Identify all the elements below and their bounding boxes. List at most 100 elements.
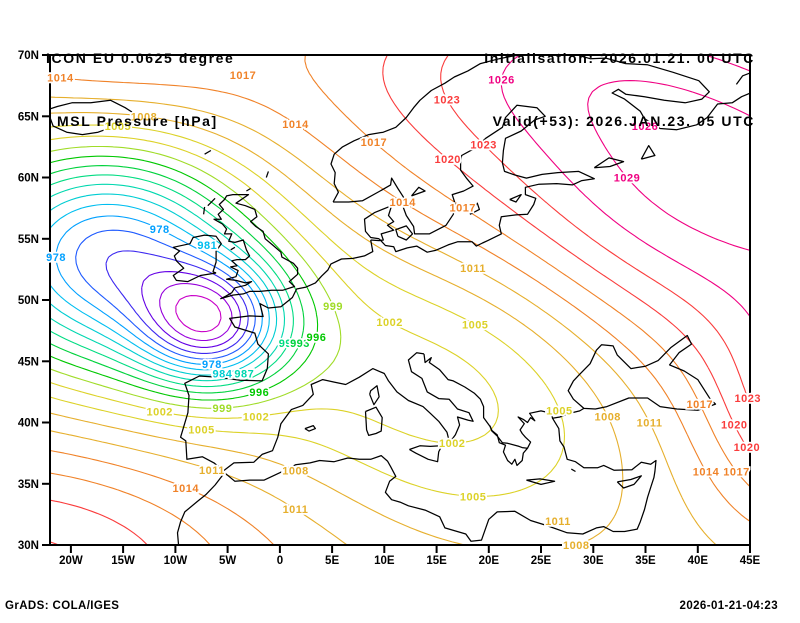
contour-label: 978: [202, 359, 222, 371]
contour-label: 1020: [734, 442, 760, 454]
y-axis-tick-label: 55N: [18, 234, 39, 246]
contour-label: 1014: [693, 467, 720, 479]
contour-line-1029: [587, 80, 750, 251]
contour-label: 1008: [563, 540, 589, 552]
header-right: Initialisation: 2026.01.21. 00 UTC Valid…: [484, 6, 755, 153]
x-axis-tick-label: 5E: [325, 555, 339, 567]
contour-label: 987: [234, 369, 254, 381]
contour-line-984: [50, 193, 278, 376]
contour-label: 1008: [131, 111, 157, 123]
contour-label: 1011: [460, 263, 486, 275]
x-axis-tick-label: 15E: [426, 555, 447, 567]
y-axis-tick-label: 60N: [18, 173, 39, 185]
contour-label: 1026: [488, 75, 514, 87]
contour-label: 1023: [470, 139, 496, 151]
coastline: [364, 406, 383, 437]
y-axis-tick-label: 65N: [18, 111, 39, 123]
coastline: [395, 225, 414, 241]
contour-label: 1017: [361, 137, 387, 149]
coastline: [179, 239, 474, 472]
coastline: [330, 55, 536, 203]
contour-line-981: [50, 203, 270, 371]
contour-label: 1023: [735, 393, 761, 405]
contour-label: 1017: [449, 203, 475, 215]
coastline: [50, 99, 138, 136]
contour-label: 1026: [632, 121, 658, 133]
coastline: [735, 72, 750, 85]
y-axis-tick-label: 30N: [18, 540, 39, 552]
contour-label: 981: [197, 240, 217, 252]
contour-label: 1017: [723, 467, 749, 479]
coastline: [230, 246, 236, 251]
coastline: [640, 144, 656, 160]
contour-label: 1029: [614, 173, 640, 185]
contour-line-972: [105, 250, 249, 354]
coastline: [509, 193, 522, 203]
x-axis-tick-label: 45E: [740, 555, 761, 567]
x-axis-tick-label: 5W: [219, 555, 236, 567]
contour-label: 1020: [721, 420, 747, 432]
field-title: MSL Pressure [hPa]: [57, 113, 218, 129]
grads-credit: GrADS: COLA/IGES: [5, 600, 120, 612]
contour-label: 1005: [460, 491, 486, 503]
coastlines: [50, 55, 750, 545]
contour-label: 1005: [105, 121, 131, 133]
plot-timestamp: 2026-01-21-04:23: [679, 600, 778, 612]
contour-label: 1014: [282, 119, 309, 131]
coastline: [207, 197, 216, 207]
y-axis-tick-label: 35N: [18, 479, 39, 491]
contour-label: 984: [212, 369, 232, 381]
contour-label: 978: [150, 224, 170, 236]
x-axis-tick-label: 30E: [583, 555, 604, 567]
contour-line-978: [55, 215, 263, 365]
coastline: [411, 186, 426, 197]
coastline: [333, 104, 595, 253]
coastline: [575, 55, 750, 131]
coastline: [304, 424, 317, 432]
y-axis-tick-label: 70N: [18, 50, 39, 62]
coastline: [176, 417, 657, 545]
contour-label: 1005: [462, 320, 488, 332]
contour-line-993: [50, 165, 305, 394]
contour-label: 1011: [545, 516, 571, 528]
x-axis-tick-label: 10E: [374, 555, 395, 567]
x-axis-tick-label: 40E: [688, 555, 709, 567]
contour-label: 1005: [546, 405, 572, 417]
contour-label: 1005: [188, 425, 214, 437]
coastline: [172, 234, 222, 283]
coastline: [363, 205, 395, 242]
model-title: ICON EU 0.0625 degree: [46, 50, 235, 66]
header-left: ICON EU 0.0625 degree MSL Pressure [hPa]: [46, 6, 234, 153]
contour-lines: [50, 55, 750, 545]
coastline: [423, 353, 529, 467]
contour-line-996: [50, 155, 319, 401]
contour-label: 1023: [434, 94, 460, 106]
x-axis-tick-label: 0: [277, 555, 283, 567]
x-axis-tick-label: 20W: [59, 555, 83, 567]
contour-label: 978: [46, 252, 66, 264]
coastline: [204, 149, 212, 155]
contour-line-990: [50, 174, 294, 388]
contour-line-1020: [50, 55, 750, 545]
x-axis-tick-label: 25E: [531, 555, 552, 567]
contour-label: 1020: [434, 154, 460, 166]
contour-label: 1002: [146, 407, 172, 419]
contour-label: 1002: [376, 317, 402, 329]
contour-line-966: [159, 282, 233, 342]
contour-label: 1014: [47, 73, 74, 85]
contour-label: 1011: [637, 418, 663, 430]
map-frame: [49, 54, 751, 546]
contour-label: 1002: [439, 438, 465, 450]
coastline: [593, 157, 625, 169]
coastline: [265, 171, 269, 178]
contour-line-1002: [50, 135, 499, 444]
x-axis-tick-label: 15W: [111, 555, 135, 567]
contour-label: 999: [323, 301, 343, 313]
x-axis-tick-label: 20E: [479, 555, 500, 567]
contour-label: 990: [279, 338, 299, 350]
contour-line-1026: [500, 55, 750, 317]
coastline: [213, 193, 299, 300]
contour-line-1008: [50, 112, 624, 545]
coastline: [369, 385, 380, 406]
